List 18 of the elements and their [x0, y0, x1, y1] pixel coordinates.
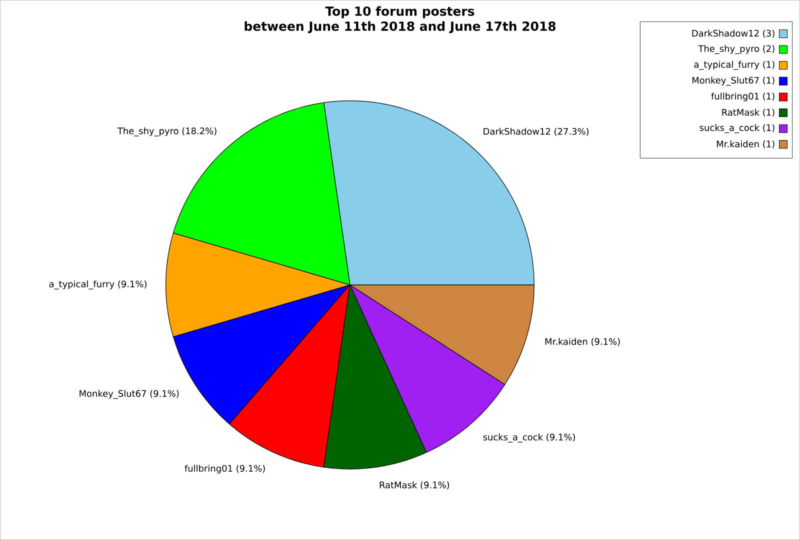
legend-label: DarkShadow12 (3) [692, 30, 774, 38]
legend-label: RatMask (1) [722, 108, 774, 117]
data-label: The_shy_pyro (18.2%) [117, 127, 216, 136]
legend-label: The_shy_pyro (2) [698, 45, 774, 54]
data-label: a_typical_furry (9.1%) [49, 280, 146, 290]
data-label: RatMask (9.1%) [380, 481, 450, 490]
chart-title: Top 10 forum posters [325, 6, 474, 18]
legend-label: a_typical_furry (1) [694, 60, 774, 70]
legend-label: Mr.kaiden (1) [717, 140, 774, 148]
data-label: Mr.kaiden (9.1%) [545, 338, 620, 346]
legend-label: sucks_a_cock (1) [700, 124, 774, 134]
data-label: Monkey_Slut67 (9.1%) [80, 390, 179, 399]
legend-label: fullbring01 (1) [711, 92, 774, 102]
data-label: sucks_a_cock (9.1%) [483, 434, 575, 443]
chart-subtitle: between June 11th 2018 and June 17th 2018 [244, 21, 556, 34]
data-label: DarkShadow12 (27.3%) [484, 128, 589, 136]
legend-label: Monkey_Slut67 (1) [692, 76, 774, 86]
data-label: fullbring01 (9.1%) [184, 464, 265, 474]
